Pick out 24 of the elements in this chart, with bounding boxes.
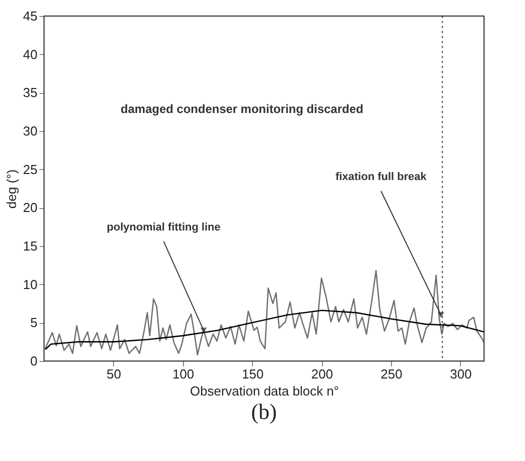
- x-tick-label: 250: [380, 366, 402, 382]
- text: (b): [251, 399, 277, 424]
- y-tick-label: 35: [23, 85, 38, 100]
- line-series: [44, 310, 485, 350]
- x-tick-label: 300: [450, 366, 472, 382]
- x-tick-label: 100: [172, 366, 194, 382]
- y-tick-label: 5: [30, 315, 38, 330]
- y-tick-label: 20: [23, 200, 38, 216]
- y-tick-label: 40: [23, 46, 38, 62]
- x-tick-label: 50: [106, 366, 122, 382]
- y-tick-label: 0: [30, 354, 38, 368]
- annotation: polynomial fitting line: [106, 221, 220, 234]
- line-series: [44, 270, 485, 356]
- x-tick-label: 200: [311, 366, 333, 382]
- y-tick-label: 30: [23, 124, 38, 138]
- y-tick-label: 25: [23, 162, 38, 177]
- y-tick-label: 15: [23, 238, 38, 254]
- x-axis-title: Observation data block n°: [190, 384, 340, 398]
- y-axis-title: deg (°): [4, 169, 20, 209]
- y-tick-label: 10: [23, 276, 38, 292]
- annotation: damaged condenser monitoring discarded: [120, 102, 364, 116]
- x-tick-label: 150: [242, 366, 264, 382]
- annotation: fixation full break: [335, 171, 428, 183]
- y-tick-label: 45: [23, 8, 38, 24]
